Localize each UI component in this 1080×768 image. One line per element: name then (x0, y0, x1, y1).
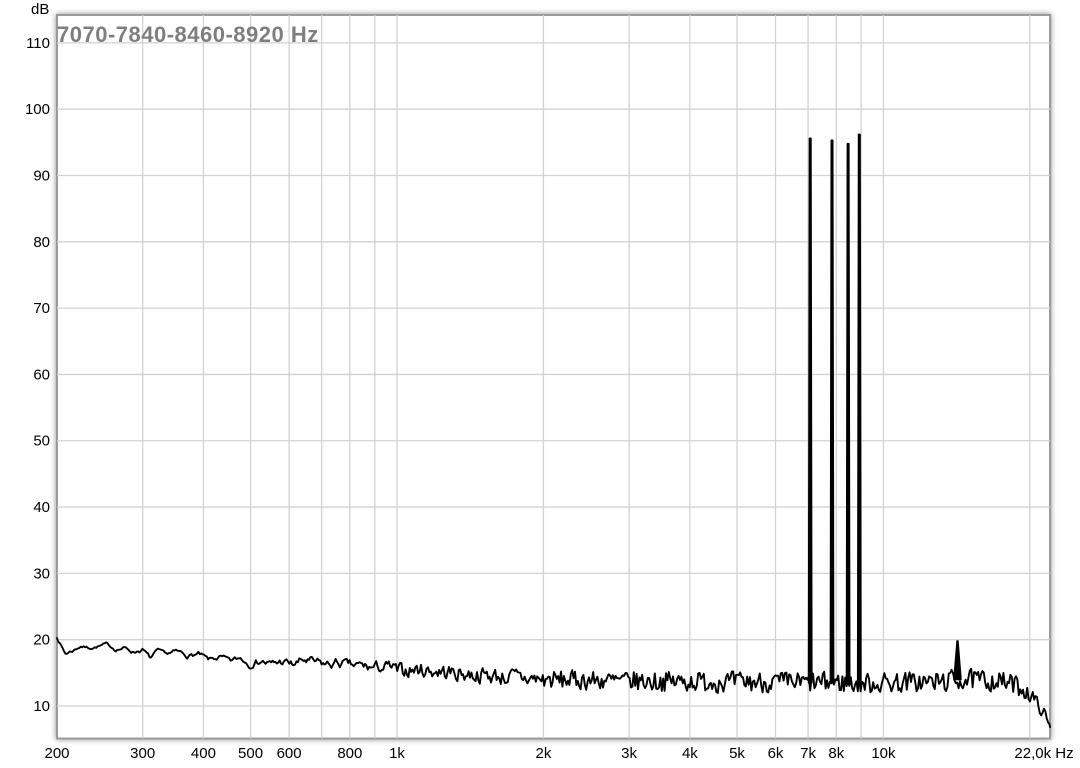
y-tick-label: 30 (33, 565, 50, 582)
x-tick-label: 7k (800, 745, 816, 762)
chart-title: 7070-7840-8460-8920 Hz (57, 22, 319, 47)
tone-peak (953, 640, 962, 681)
x-tick-label: 800 (337, 745, 362, 762)
x-tick-label: 1k (389, 745, 405, 762)
tone-peak (845, 142, 851, 684)
y-tick-label: 20 (33, 632, 50, 649)
noise-floor-trace (56, 637, 1051, 729)
x-tick-label: 4k (682, 745, 698, 762)
x-tick-label: 200 (44, 745, 69, 762)
y-tick-label: 70 (33, 300, 50, 317)
tone-peak (807, 137, 813, 684)
x-tick-label: 2k (536, 745, 552, 762)
y-tick-label: 10 (33, 698, 50, 715)
tone-peak (829, 139, 835, 684)
y-tick-label: 80 (33, 234, 50, 251)
y-axis-unit-label: dB (31, 1, 50, 18)
y-tick-label: 40 (33, 499, 50, 516)
x-tick-label: 3k (621, 745, 637, 762)
y-tick-label: 100 (25, 101, 50, 118)
y-tick-label: 60 (33, 366, 50, 383)
x-gridlines (142, 15, 1031, 739)
y-gridlines (57, 42, 1050, 707)
x-tick-label: 10k (871, 745, 896, 762)
x-tick-label: 6k (768, 745, 784, 762)
x-tick-label: 300 (130, 745, 155, 762)
y-tick-label: 110 (26, 35, 50, 52)
x-tick-label: 500 (238, 745, 263, 762)
plot-border (56, 14, 1051, 740)
x-tick-label: 5k (729, 745, 745, 762)
y-tick-label: 50 (33, 433, 50, 450)
tone-peaks (807, 133, 962, 685)
y-tick-labels: 10 20 30 40 50 60 70 80 90 100 110 (25, 35, 50, 715)
x-tick-label: 22,0k Hz (1014, 745, 1073, 762)
x-tick-label: 600 (277, 745, 302, 762)
x-tick-label: 400 (191, 745, 216, 762)
tone-peak (856, 133, 862, 685)
y-tick-label: 90 (33, 167, 50, 184)
x-tick-labels: 200 300 400 500 600 800 1k 2k 3k 4k 5k 6k 7k 8k 10k 22,… (44, 745, 1073, 762)
x-tick-label: 8k (828, 745, 844, 762)
